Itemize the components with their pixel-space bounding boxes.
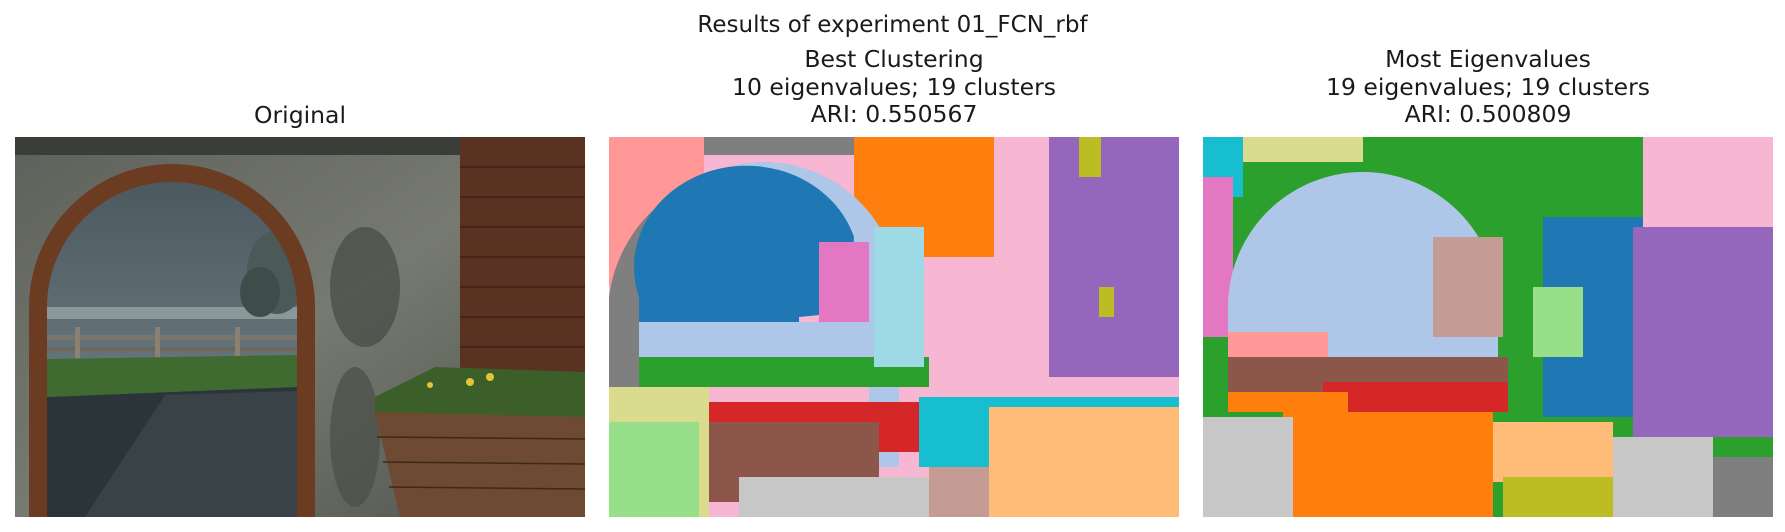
original-photo: [15, 137, 585, 517]
best-clustering-title-line2: 10 eigenvalues; 19 clusters: [732, 72, 1056, 101]
best-clustering-panel: [609, 137, 1179, 517]
most-eigenvalues-panel: [1203, 137, 1773, 517]
most-eigenvalues-title-line3: ARI: 0.500809: [1404, 100, 1572, 128]
best-clustering-segmentation: [609, 137, 1179, 517]
most-eigenvalues-title-line2: 19 eigenvalues; 19 clusters: [1326, 72, 1650, 101]
most-eigenvalues-title-line1: Most Eigenvalues: [1385, 45, 1591, 73]
best-clustering-title: Best Clustering 10 eigenvalues; 19 clust…: [609, 45, 1179, 129]
figure-suptitle: Results of experiment 01_FCN_rbf: [697, 12, 1088, 38]
best-clustering-title-line3: ARI: 0.550567: [810, 100, 978, 128]
original-image-panel: [15, 137, 585, 517]
original-title-line: Original: [254, 101, 346, 129]
original-title: Original: [15, 101, 585, 130]
best-clustering-title-line1: Best Clustering: [804, 45, 984, 73]
most-eigenvalues-title: Most Eigenvalues 19 eigenvalues; 19 clus…: [1203, 45, 1773, 129]
most-eigenvalues-segmentation: [1203, 137, 1773, 517]
